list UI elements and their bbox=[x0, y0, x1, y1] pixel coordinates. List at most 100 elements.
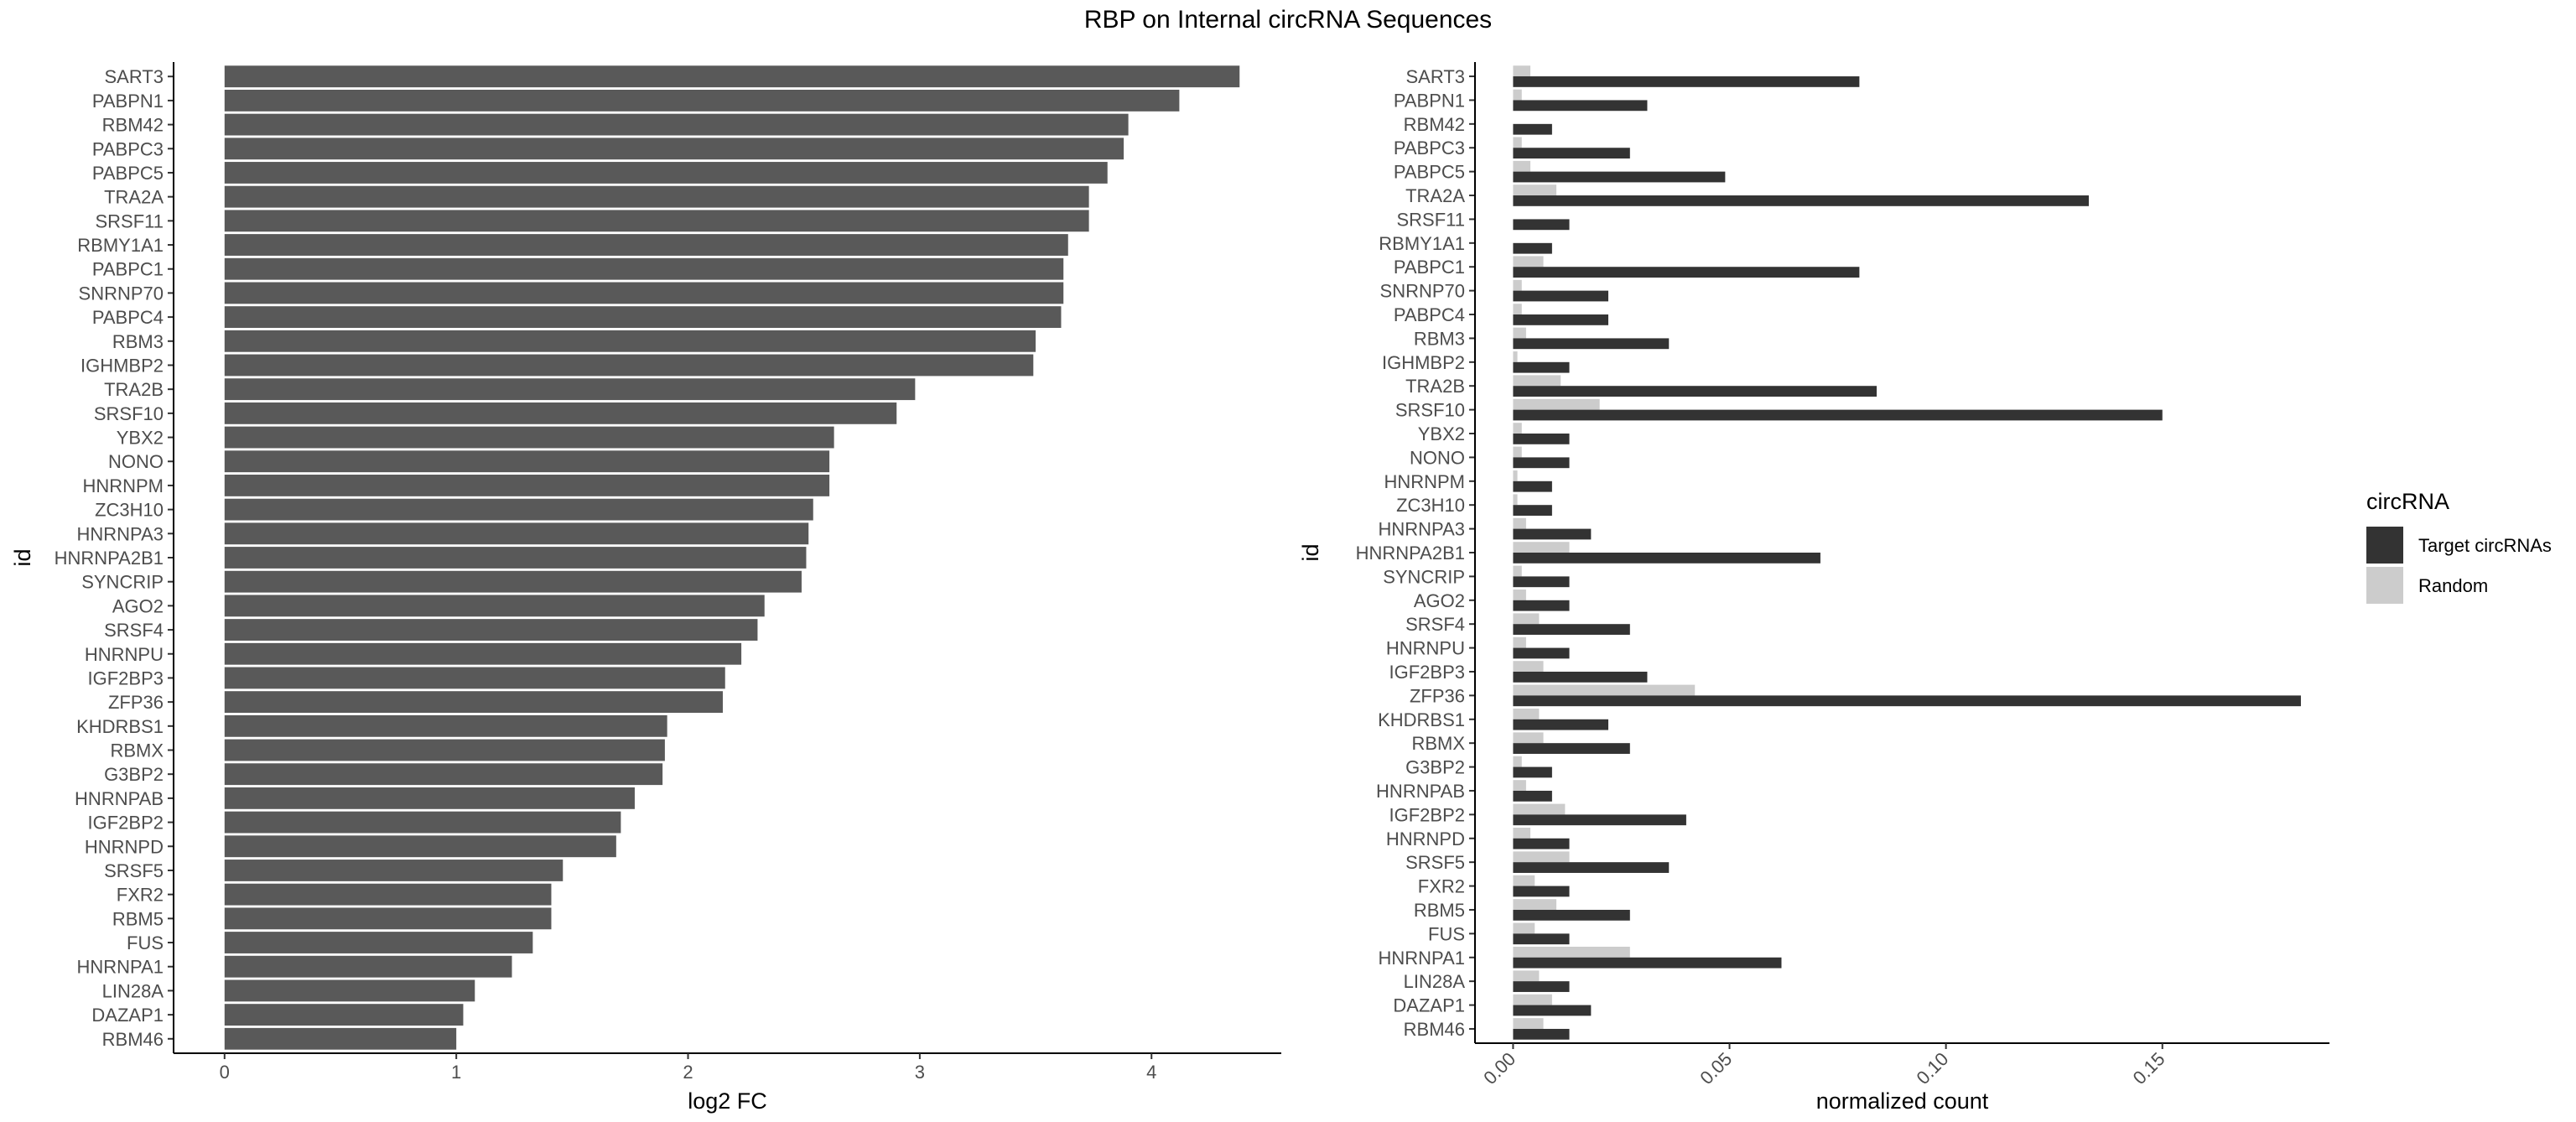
y-tick-label: IGHMBP2 bbox=[80, 355, 164, 376]
y-tick-label: SRSF5 bbox=[1405, 852, 1465, 873]
y-tick-label: G3BP2 bbox=[1405, 757, 1465, 778]
bar-target-srsf5 bbox=[1513, 862, 1670, 873]
x-tick-label: 1 bbox=[451, 1062, 461, 1083]
bar-target-srsf10 bbox=[1513, 409, 2163, 421]
bar-random-igf2bp3 bbox=[1513, 661, 1544, 672]
legend-swatch-target bbox=[2366, 527, 2403, 564]
bar-igf2bp2 bbox=[224, 811, 621, 834]
bar-target-rbm3 bbox=[1513, 338, 1670, 350]
y-tick-label: RBM42 bbox=[102, 115, 164, 136]
bar-random-rbmx bbox=[1513, 732, 1544, 744]
y-axis-title: id bbox=[10, 548, 35, 566]
y-tick-label: PABPC5 bbox=[92, 163, 164, 184]
bar-random-rbm3 bbox=[1513, 327, 1526, 339]
bar-ighmbp2 bbox=[224, 354, 1034, 377]
y-tick-label: RBMY1A1 bbox=[1379, 233, 1465, 254]
y-tick-label: SYNCRIP bbox=[81, 572, 164, 593]
y-tick-label: RBM3 bbox=[1414, 328, 1465, 349]
y-tick-label: RBM42 bbox=[1404, 114, 1465, 135]
bar-random-ybx2 bbox=[1513, 423, 1522, 434]
bar-target-igf2bp3 bbox=[1513, 671, 1648, 683]
y-tick-label: TRA2B bbox=[1405, 376, 1465, 397]
bar-target-fxr2 bbox=[1513, 886, 1570, 897]
bar-tra2a bbox=[224, 185, 1089, 208]
bar-srsf4 bbox=[224, 619, 758, 641]
bar-target-pabpc5 bbox=[1513, 171, 1726, 183]
bar-zfp36 bbox=[224, 691, 723, 714]
y-tick-label: RBM5 bbox=[112, 908, 164, 929]
y-tick-label: LIN28A bbox=[102, 980, 164, 1001]
bar-lin28a bbox=[224, 979, 475, 1002]
bar-random-pabpc3 bbox=[1513, 137, 1522, 148]
bar-random-tra2a bbox=[1513, 184, 1557, 196]
bar-target-nono bbox=[1513, 457, 1570, 469]
bar-random-pabpc4 bbox=[1513, 304, 1522, 315]
y-tick-label: HNRNPAB bbox=[75, 788, 164, 809]
legend-label-target: Target circRNAs bbox=[2418, 535, 2552, 556]
bar-pabpc4 bbox=[224, 306, 1062, 329]
bar-fus bbox=[224, 932, 533, 953]
y-tick-label: RBMX bbox=[110, 740, 164, 761]
y-tick-label: RBMX bbox=[1411, 733, 1465, 754]
bar-random-hnrnpm bbox=[1513, 470, 1518, 481]
y-tick-label: PABPN1 bbox=[1394, 90, 1465, 111]
x-tick-label: 0.05 bbox=[1696, 1048, 1736, 1088]
bar-pabpc3 bbox=[224, 138, 1124, 160]
bar-hnrnpd bbox=[224, 835, 616, 858]
bar-tra2b bbox=[224, 378, 916, 401]
y-tick-label: HNRNPA3 bbox=[1378, 519, 1465, 540]
y-tick-label: TRA2A bbox=[104, 187, 164, 208]
y-tick-label: HNRNPM bbox=[82, 475, 164, 496]
bar-target-rbm46 bbox=[1513, 1028, 1570, 1040]
legend-swatch-random bbox=[2366, 567, 2403, 604]
bar-target-dazap1 bbox=[1513, 1005, 1592, 1016]
y-tick-label: IGF2BP3 bbox=[1389, 662, 1465, 683]
y-tick-label: IGHMBP2 bbox=[1382, 352, 1465, 373]
y-tick-label: SRSF4 bbox=[104, 620, 164, 641]
y-tick-label: AGO2 bbox=[112, 595, 164, 616]
bar-random-rbm46 bbox=[1513, 1018, 1544, 1029]
bar-hnrnpa2b1 bbox=[224, 547, 807, 569]
bar-fxr2 bbox=[224, 883, 552, 906]
x-tick-label: 3 bbox=[915, 1062, 925, 1083]
bar-hnrnpa3 bbox=[224, 522, 809, 545]
y-tick-label: DAZAP1 bbox=[91, 1005, 164, 1026]
bar-target-sart3 bbox=[1513, 76, 1860, 87]
bar-g3bp2 bbox=[224, 763, 663, 786]
y-tick-label: HNRNPA1 bbox=[76, 957, 164, 978]
bar-target-igf2bp2 bbox=[1513, 814, 1686, 826]
bar-target-rbmx bbox=[1513, 743, 1630, 754]
y-tick-label: SRSF10 bbox=[1395, 400, 1465, 421]
y-tick-label: TRA2B bbox=[104, 379, 164, 400]
y-tick-label: DAZAP1 bbox=[1393, 995, 1465, 1016]
bar-random-ago2 bbox=[1513, 590, 1526, 600]
bar-target-hnrnpa2b1 bbox=[1513, 553, 1820, 564]
bar-srsf11 bbox=[224, 210, 1089, 232]
y-tick-label: KHDRBS1 bbox=[1378, 709, 1465, 730]
y-tick-label: SRSF4 bbox=[1405, 614, 1465, 635]
y-tick-label: SRSF11 bbox=[1396, 209, 1465, 230]
bar-target-tra2a bbox=[1513, 195, 2089, 206]
legend-title: circRNA bbox=[2366, 489, 2449, 514]
bar-rbmx bbox=[224, 739, 665, 761]
y-tick-label: SYNCRIP bbox=[1383, 566, 1465, 587]
y-tick-label: SRSF11 bbox=[95, 210, 164, 231]
bar-random-srsf10 bbox=[1513, 398, 1600, 410]
bar-random-fus bbox=[1513, 922, 1535, 934]
bar-target-hnrnpa1 bbox=[1513, 957, 1782, 969]
bar-target-rbm5 bbox=[1513, 909, 1630, 921]
y-tick-label: YBX2 bbox=[1418, 423, 1465, 444]
bar-random-hnrnpu bbox=[1513, 636, 1526, 648]
x-tick-label: 4 bbox=[1146, 1062, 1156, 1083]
bar-random-pabpc5 bbox=[1513, 160, 1531, 172]
bar-target-tra2b bbox=[1513, 386, 1877, 397]
y-tick-label: PABPC1 bbox=[1394, 257, 1465, 278]
bar-target-srsf4 bbox=[1513, 624, 1630, 635]
y-tick-label: HNRNPA3 bbox=[76, 523, 164, 544]
bar-target-ago2 bbox=[1513, 600, 1570, 611]
x-axis-title: log2 FC bbox=[688, 1088, 767, 1114]
bar-target-g3bp2 bbox=[1513, 766, 1552, 778]
bar-random-g3bp2 bbox=[1513, 756, 1522, 767]
bar-target-hnrnpd bbox=[1513, 838, 1570, 849]
y-tick-label: PABPC4 bbox=[92, 307, 164, 328]
